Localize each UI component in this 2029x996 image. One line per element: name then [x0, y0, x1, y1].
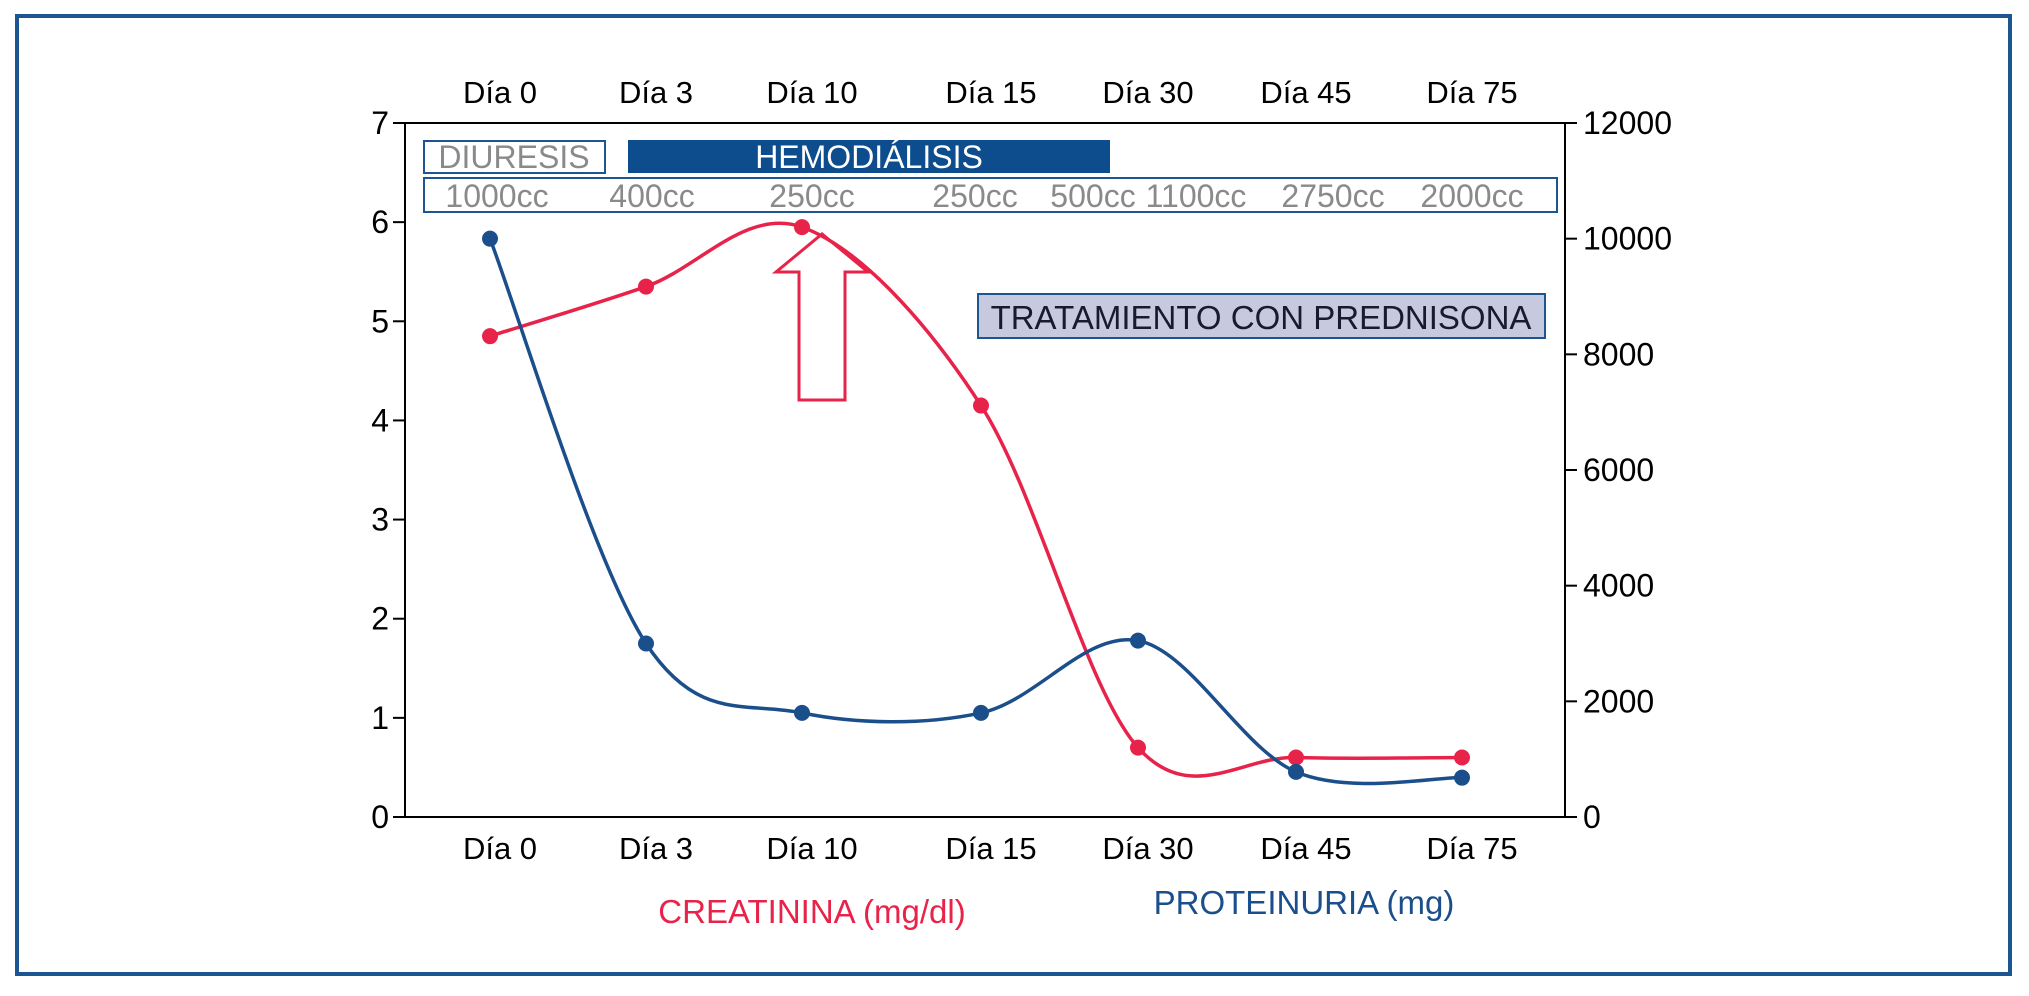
diuresis-value: 1100cc — [1146, 178, 1247, 214]
right-tick-label: 0 — [1583, 799, 1601, 835]
left-tick-label: 5 — [371, 303, 389, 339]
right-tick-label: 12000 — [1583, 105, 1672, 141]
left-tick-label: 1 — [371, 700, 389, 736]
top-category-label: Día 15 — [945, 75, 1036, 110]
diuresis-label: DIURESIS — [438, 139, 589, 175]
left-tick-label: 3 — [371, 502, 389, 538]
left-tick-label: 7 — [371, 105, 389, 141]
proteinuria-point — [1130, 632, 1146, 649]
creatinine-point — [1288, 749, 1304, 766]
diuresis-box-rect — [423, 140, 606, 174]
up-arrow-icon — [771, 232, 873, 402]
creatinine-point — [973, 397, 989, 414]
proteinuria-point — [1288, 763, 1304, 780]
series-layer — [482, 219, 1470, 786]
proteinuria-point — [794, 704, 810, 721]
top-category-label: Día 45 — [1260, 75, 1351, 110]
right-tick-label: 2000 — [1583, 683, 1654, 719]
diuresis-box: DIURESIS — [423, 139, 606, 175]
prednisone-box-rect — [977, 293, 1546, 339]
bottom-category-label: Día 15 — [945, 831, 1036, 866]
diuresis-values: 1000cc 400cc 250cc 250cc 500cc 1100cc 2750cc 20… — [445, 178, 1523, 214]
bottom-category-label: Día 10 — [766, 831, 857, 866]
left-tick-label: 0 — [371, 799, 389, 835]
proteinuria-point — [973, 704, 989, 721]
top-category-label: Día 30 — [1102, 75, 1193, 110]
hemodialysis-box: HEMODIÁLISIS — [628, 139, 1110, 175]
diuresis-values-box — [423, 177, 1558, 213]
proteinuria-point — [1454, 769, 1470, 786]
legend-creatinine: CREATININA (mg/dl) — [658, 893, 965, 930]
bottom-category-label: Día 45 — [1260, 831, 1351, 866]
proteinuria-point — [638, 635, 654, 652]
creatinine-point — [794, 219, 810, 236]
diuresis-value: 400cc — [609, 178, 694, 214]
prednisone-box: TRATAMIENTO CON PREDNISONA — [977, 293, 1546, 339]
hemodialysis-label: HEMODIÁLISIS — [755, 139, 983, 175]
hemodialysis-box-rect — [628, 140, 1110, 173]
right-tick-label: 10000 — [1583, 221, 1672, 257]
left-tick-label: 6 — [371, 204, 389, 240]
top-category-label: Día 75 — [1426, 75, 1517, 110]
creatinine-point — [638, 278, 654, 295]
top-category-label: Día 0 — [463, 75, 537, 110]
legend-proteinuria: PROTEINURIA (mg) — [1154, 884, 1455, 921]
diuresis-value: 2000cc — [1420, 178, 1523, 214]
left-tick-label: 4 — [371, 402, 389, 438]
creatinine-series-line — [489, 221, 1463, 778]
creatinine-point — [482, 328, 498, 345]
figure-frame — [15, 14, 2012, 976]
diuresis-value: 500cc — [1050, 178, 1135, 214]
creatinine-point — [1130, 739, 1146, 756]
proteinuria-point — [482, 230, 498, 247]
creatinine-point — [1454, 749, 1470, 766]
left-tick-label: 2 — [371, 601, 389, 637]
diuresis-value: 250cc — [769, 178, 854, 214]
bottom-category-label: Día 0 — [463, 831, 537, 866]
diuresis-value: 2750cc — [1281, 178, 1384, 214]
right-tick-label: 6000 — [1583, 452, 1654, 488]
bottom-category-label: Día 75 — [1426, 831, 1517, 866]
top-category-label: Día 3 — [619, 75, 693, 110]
bottom-category-labels: Día 0 Día 3 Día 10 Día 15 Día 30 Día 45 Día 75 — [463, 831, 1518, 866]
prednisone-label: TRATAMIENTO CON PREDNISONA — [991, 299, 1532, 336]
bottom-category-label: Día 3 — [619, 831, 693, 866]
right-tick-label: 8000 — [1583, 336, 1654, 372]
top-category-labels: Día 0 Día 3 Día 10 Día 15 Día 30 Día 45 Día 75 — [463, 75, 1518, 110]
diuresis-value: 1000cc — [445, 178, 548, 214]
top-category-label: Día 10 — [766, 75, 857, 110]
right-tick-label: 4000 — [1583, 568, 1654, 604]
right-axis-ticks: 0 2000 4000 6000 8000 10000 12000 — [1565, 105, 1672, 835]
bottom-category-label: Día 30 — [1102, 831, 1193, 866]
left-axis-ticks: 0 1 2 3 4 5 6 7 — [371, 105, 405, 835]
diuresis-value: 250cc — [932, 178, 1017, 214]
